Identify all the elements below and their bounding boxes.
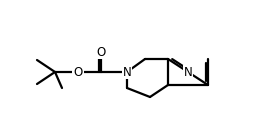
- Text: N: N: [123, 66, 131, 79]
- Text: N: N: [184, 66, 192, 79]
- Text: O: O: [73, 66, 83, 79]
- Text: O: O: [96, 46, 106, 59]
